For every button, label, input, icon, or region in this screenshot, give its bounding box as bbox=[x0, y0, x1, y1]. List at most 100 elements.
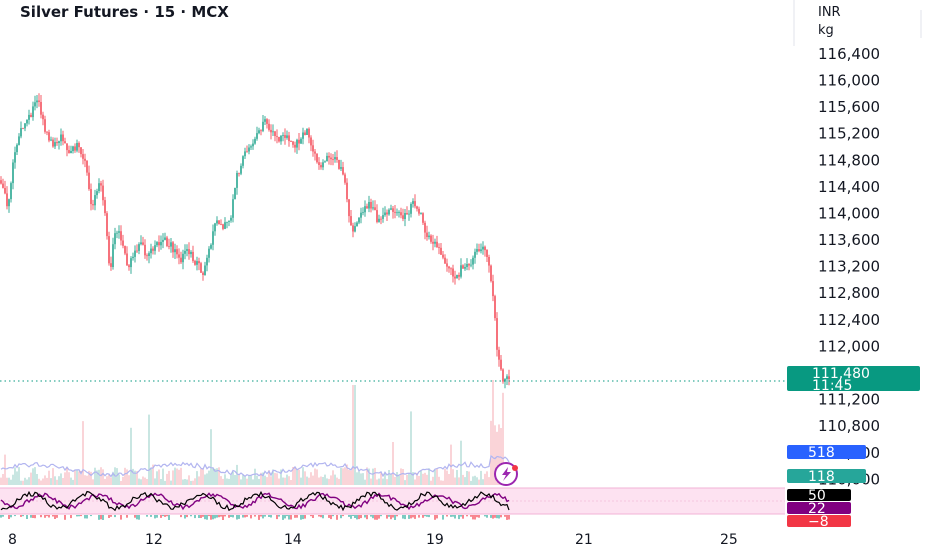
flash-event-icon[interactable] bbox=[494, 462, 518, 486]
volume-bar bbox=[2, 474, 4, 485]
oscillator-histogram-bar bbox=[246, 515, 248, 517]
volume-bar bbox=[404, 480, 406, 485]
volume-bar bbox=[120, 481, 122, 485]
candle-body bbox=[38, 100, 40, 102]
candle-body bbox=[310, 137, 312, 146]
volume-bar bbox=[142, 476, 144, 485]
volume-bar bbox=[154, 478, 156, 485]
candle-body bbox=[358, 217, 360, 223]
candle-body bbox=[30, 114, 32, 118]
volume-bar bbox=[50, 478, 52, 485]
oscillator-histogram-bar bbox=[218, 515, 220, 518]
candle-body bbox=[84, 158, 86, 161]
candle-body bbox=[122, 240, 124, 246]
currency-label[interactable]: INR bbox=[818, 5, 841, 20]
candle-body bbox=[396, 212, 398, 214]
candle-body bbox=[56, 142, 58, 144]
volume-ma-value: 118 bbox=[808, 469, 835, 485]
oscillator-histogram-bar bbox=[222, 515, 224, 520]
volume-bar bbox=[128, 475, 130, 485]
volume-bar bbox=[436, 468, 438, 485]
volume-bar bbox=[298, 469, 300, 485]
oscillator-histogram-bar bbox=[156, 515, 158, 518]
volume-bar bbox=[140, 479, 142, 485]
candle-body bbox=[150, 248, 152, 254]
candle-body bbox=[314, 151, 316, 154]
candle-body bbox=[366, 206, 368, 209]
oscillator-histogram-bar bbox=[418, 515, 420, 518]
volume-bar bbox=[392, 442, 394, 485]
oscillator-histogram-bar bbox=[284, 515, 286, 519]
x-tick-25: 25 bbox=[720, 532, 738, 548]
time-axis[interactable]: 8 12 14 19 21 25 bbox=[8, 532, 738, 548]
candle-body bbox=[414, 201, 416, 207]
candle-body bbox=[416, 206, 418, 209]
volume-bar bbox=[58, 476, 60, 485]
volume-bar bbox=[14, 467, 16, 485]
candle-body bbox=[412, 201, 414, 204]
oscillator-histogram-bar bbox=[318, 515, 320, 517]
oscillator-histogram-bar bbox=[166, 515, 168, 517]
candle-body bbox=[348, 199, 350, 217]
candle-body bbox=[440, 247, 442, 255]
volume-bar bbox=[412, 472, 414, 485]
oscillator-histogram-bar bbox=[422, 515, 424, 518]
oscillator-histogram-bar bbox=[410, 515, 412, 519]
candle-body bbox=[188, 249, 190, 255]
candle-body bbox=[330, 157, 332, 160]
candle-body bbox=[118, 231, 120, 233]
candle-body bbox=[116, 232, 118, 234]
oscillator-histogram-bar bbox=[276, 515, 278, 520]
candle-body bbox=[376, 210, 378, 222]
unit-label[interactable]: kg bbox=[818, 23, 834, 38]
oscillator-histogram-bar bbox=[414, 515, 416, 519]
candle-body bbox=[144, 244, 146, 256]
volume-bar bbox=[314, 468, 316, 485]
volume-bar bbox=[70, 477, 72, 485]
oscillator-histogram-bar bbox=[436, 515, 438, 519]
oscillator-histogram-bar bbox=[212, 515, 214, 520]
candle-body bbox=[192, 251, 194, 261]
volume-bar bbox=[434, 469, 436, 485]
volume-bar bbox=[462, 474, 464, 485]
volume-bar bbox=[216, 468, 218, 485]
volume-bar bbox=[460, 440, 462, 485]
oscillator-histogram-bar bbox=[48, 515, 50, 518]
candle-body bbox=[356, 222, 358, 227]
oscillator-histogram-bar bbox=[84, 515, 86, 519]
candle-body bbox=[342, 167, 344, 175]
volume-bar bbox=[336, 477, 338, 485]
oscillator-histogram-bar bbox=[20, 515, 22, 517]
volume-bar bbox=[422, 473, 424, 485]
oscillator-histogram-bar bbox=[452, 515, 454, 517]
volume-bar bbox=[480, 470, 482, 485]
volume-bar bbox=[262, 472, 264, 485]
oscillator-histogram-bar bbox=[364, 515, 366, 518]
oscillator-histogram-bar bbox=[270, 515, 272, 518]
volume-bar bbox=[366, 467, 368, 485]
oscillator-histogram-bar bbox=[350, 515, 352, 519]
oscillator-histogram-bar bbox=[376, 515, 378, 520]
oscillator-tag-2-bg bbox=[787, 502, 851, 514]
volume-bar bbox=[354, 385, 356, 485]
candle-body bbox=[140, 242, 142, 245]
volume-bar bbox=[428, 468, 430, 485]
chart-title: Silver Futures · 15 · MCX bbox=[20, 3, 229, 21]
y-tick-label: 112,800 bbox=[818, 284, 880, 302]
volume-bar bbox=[200, 468, 202, 485]
oscillator-histogram-bar bbox=[190, 515, 192, 517]
candle-body bbox=[478, 249, 480, 252]
candle-body bbox=[418, 208, 420, 214]
candle-body bbox=[288, 135, 290, 142]
volume-bar bbox=[32, 468, 34, 485]
candle-body bbox=[100, 183, 102, 186]
price-axis[interactable]: 116,400 116,000 115,600 115,200 114,800 114,4… bbox=[818, 45, 880, 488]
oscillator-histogram-bar bbox=[220, 515, 222, 517]
volume-bar bbox=[152, 464, 154, 485]
volume-bar bbox=[472, 476, 474, 485]
oscillator-histogram-bar bbox=[320, 515, 322, 518]
candle-body bbox=[6, 193, 8, 207]
volume-bar bbox=[92, 479, 94, 485]
oscillator-histogram-bar bbox=[446, 515, 448, 517]
